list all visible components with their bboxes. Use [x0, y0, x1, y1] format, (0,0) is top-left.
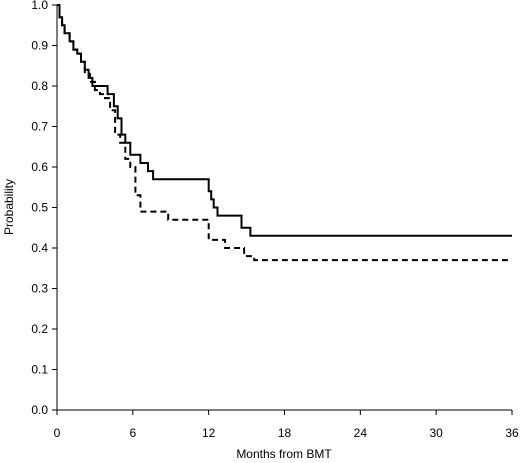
y-tick-label: 0.2: [31, 322, 48, 336]
y-tick-label: 0.5: [31, 201, 48, 215]
y-tick-label: 0.6: [31, 160, 48, 174]
x-tick-label: 30: [429, 426, 443, 440]
x-tick-label: 24: [354, 426, 368, 440]
x-axis-label: Months from BMT: [236, 447, 332, 461]
y-tick-label: 0.8: [31, 79, 48, 93]
y-tick-label: 0.4: [31, 241, 48, 255]
y-axis-label: Probability: [2, 179, 16, 235]
series-line-solid: [57, 4, 512, 237]
y-tick-label: 0.9: [31, 39, 48, 53]
x-tick-label: 36: [505, 426, 519, 440]
y-tick-label: 0.1: [31, 363, 48, 377]
axes: [52, 4, 513, 415]
series-layer: [57, 4, 512, 262]
x-tick-label: 18: [278, 426, 292, 440]
y-tick-label: 0.3: [31, 282, 48, 296]
y-tick-label: 0.0: [31, 403, 48, 417]
y-tick-label: 1.0: [31, 0, 48, 12]
y-tick-label: 0.7: [31, 120, 48, 134]
x-tick-label: 12: [202, 426, 216, 440]
tick-labels: 0.0 0.1 0.2 0.3 0.4 0.5 0.6 0.7 0.8 0.9 1.0 0 6 12 18 2…: [31, 0, 519, 440]
series-line-dashed: [57, 4, 512, 262]
x-tick-label: 0: [54, 426, 61, 440]
x-tick-label: 6: [129, 426, 136, 440]
